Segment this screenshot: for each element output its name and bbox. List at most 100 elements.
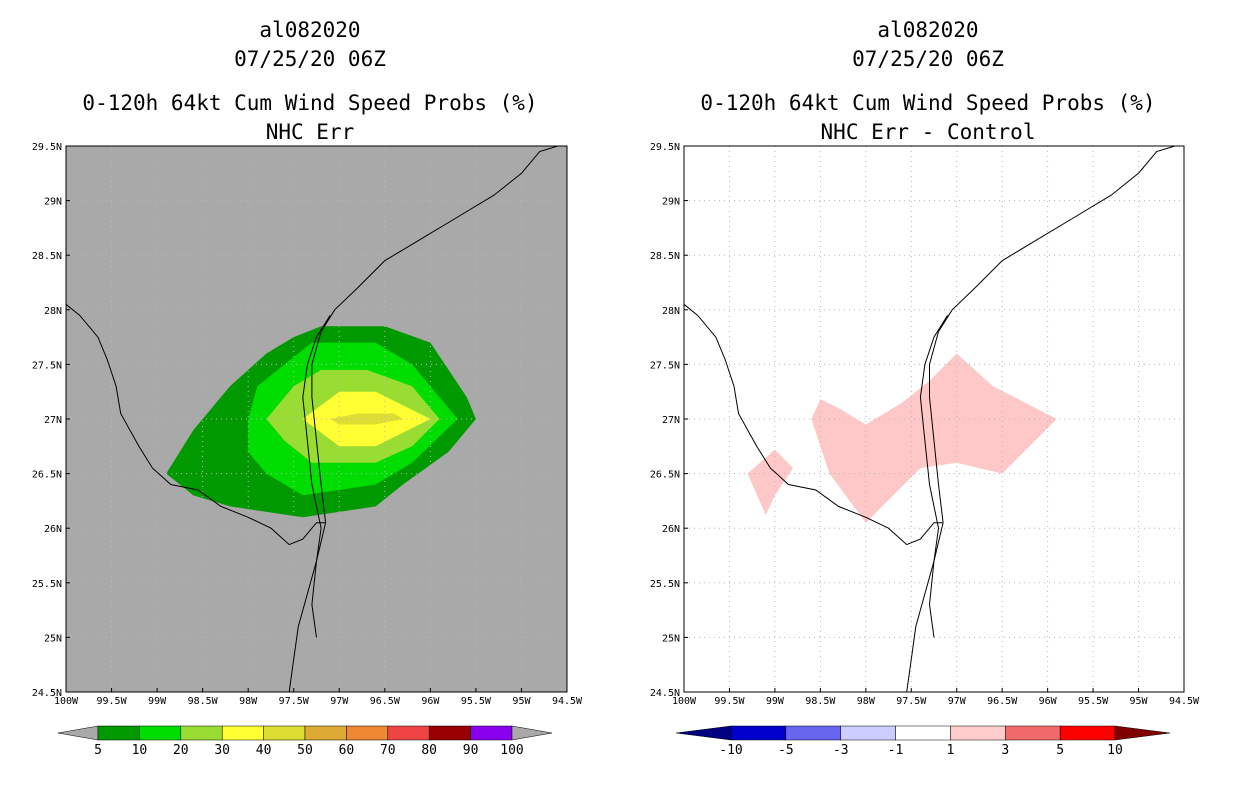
y-tick-label: 29.5N: [650, 142, 680, 153]
y-tick-label: 24.5N: [650, 688, 680, 699]
x-tick-label: 94.5W: [552, 696, 583, 707]
right-map-plot: 100W 99.5W 99W 98.5W 98W 97.5W 97W 96.5W 96W 95.5…: [650, 142, 1200, 707]
x-tick-label: 99.5W: [714, 696, 745, 707]
y-tick-label: 26N: [44, 524, 62, 535]
colorbar-swatch: [1059, 725, 1116, 741]
colorbar-label: 5: [1056, 743, 1064, 758]
x-tick-label: 98W: [239, 696, 258, 707]
colorbar-label: 50: [297, 743, 313, 758]
y-tick-label: 28N: [44, 306, 62, 317]
y-tick-label: 28.5N: [650, 251, 680, 262]
y-tick-label: 27N: [44, 415, 62, 426]
y-tick-label: 25N: [44, 633, 62, 644]
colorbar-label: 70: [380, 743, 396, 758]
coastline: [288, 522, 327, 693]
colorbar-label: 3: [1001, 743, 1009, 758]
colorbar-swatch: [304, 725, 347, 741]
coastline: [906, 522, 944, 693]
colorbar-swatch: [950, 725, 1006, 741]
y-tick-label: 27N: [662, 415, 680, 426]
y-tick-label: 26N: [662, 524, 680, 535]
colorbar-label: 1: [947, 743, 955, 758]
y-tick-label: 29N: [44, 197, 62, 208]
chart-subtitle: 07/25/20 06Z: [234, 47, 386, 71]
chart-title-line2: 0-120h 64kt Cum Wind Speed Probs (%): [700, 91, 1155, 115]
colorbar-swatch: [97, 725, 140, 741]
x-tick-label: 100W: [672, 696, 697, 707]
left-chart-panel: al082020 07/25/20 06Z 0-120h 64kt Cum Wi…: [32, 18, 583, 758]
colorbar-swatch: [387, 725, 430, 741]
colorbar-swatch: [840, 725, 896, 741]
y-tick-label: 29.5N: [32, 142, 62, 153]
colorbar-label: -5: [778, 743, 794, 758]
colorbar-label: -1: [888, 743, 904, 758]
right-colorbar: -10 -5 -3 -1 1 3 5 10: [675, 725, 1171, 758]
contour-fill-1-3: [747, 449, 794, 516]
y-tick-label: 28N: [662, 306, 680, 317]
left-colorbar: 5 10 20 30 40 50 60 70 80 90 100: [57, 725, 553, 758]
colorbar-left-arrow: [57, 725, 99, 741]
colorbar-swatch: [180, 725, 223, 741]
colorbar-label: 80: [421, 743, 437, 758]
colorbar-label: 90: [463, 743, 479, 758]
x-tick-label: 97W: [330, 696, 349, 707]
colorbar-left-arrow: [675, 725, 732, 741]
x-tick-label: 97.5W: [279, 696, 310, 707]
x-tick-label: 95W: [512, 696, 531, 707]
chart-title-line3: NHC Err: [266, 120, 355, 144]
colorbar-right-arrow: [1114, 725, 1171, 741]
colorbar-label: 100: [500, 743, 523, 758]
y-tick-label: 26.5N: [32, 470, 62, 481]
coastline: [929, 145, 1176, 523]
x-tick-label: 99W: [148, 696, 167, 707]
colorbar-swatch: [428, 725, 471, 741]
colorbar-label: -10: [719, 743, 742, 758]
x-tick-label: 95.5W: [461, 696, 492, 707]
colorbar-swatch: [1005, 725, 1061, 741]
left-map-plot: 100W 99.5W 99W 98.5W 98W 97.5W 97W 96.5W 96W 95.5…: [32, 142, 583, 707]
colorbar-label: 5: [94, 743, 102, 758]
chart-title-line2: 0-120h 64kt Cum Wind Speed Probs (%): [82, 91, 537, 115]
barrier-island-outline: [919, 315, 949, 638]
y-tick-label: 26.5N: [650, 470, 680, 481]
y-tick-label: 29N: [662, 197, 680, 208]
colorbar-label: 20: [173, 743, 189, 758]
x-tick-label: 96.5W: [987, 696, 1018, 707]
coastline: [65, 303, 326, 546]
x-tick-label: 98.5W: [805, 696, 836, 707]
y-tick-label: 25N: [662, 633, 680, 644]
barrier-island-outline: [302, 315, 331, 638]
coastline: [311, 145, 559, 523]
x-tick-label: 95W: [1130, 696, 1149, 707]
colorbar-swatch: [785, 725, 841, 741]
chart-title: al082020: [877, 18, 978, 42]
x-tick-label: 99W: [766, 696, 785, 707]
colorbar-label: 10: [132, 743, 148, 758]
x-tick-label: 95.5W: [1078, 696, 1109, 707]
colorbar-label: -3: [833, 743, 849, 758]
y-tick-label: 28.5N: [32, 251, 62, 262]
coastline: [683, 303, 944, 546]
x-tick-label: 100W: [54, 696, 79, 707]
chart-subtitle: 07/25/20 06Z: [852, 47, 1004, 71]
x-tick-label: 98.5W: [188, 696, 219, 707]
x-tick-label: 97W: [948, 696, 967, 707]
colorbar-label: 60: [339, 743, 355, 758]
colorbar-swatch: [221, 725, 264, 741]
chart-title: al082020: [259, 18, 360, 42]
colorbar-swatch: [470, 725, 513, 741]
colorbar-swatch: [346, 725, 389, 741]
right-chart-panel: al082020 07/25/20 06Z 0-120h 64kt Cum Wi…: [650, 18, 1200, 758]
colorbar-swatch: [139, 725, 182, 741]
x-tick-label: 98W: [857, 696, 876, 707]
x-tick-label: 96W: [1039, 696, 1058, 707]
x-tick-label: 99.5W: [96, 696, 127, 707]
colorbar-label: 40: [256, 743, 272, 758]
y-tick-label: 25.5N: [32, 579, 62, 590]
x-tick-label: 96W: [421, 696, 440, 707]
colorbar-swatch: [263, 725, 306, 741]
y-tick-label: 24.5N: [32, 688, 62, 699]
colorbar-right-arrow: [511, 725, 553, 741]
chart-title-line3: NHC Err - Control: [821, 120, 1036, 144]
